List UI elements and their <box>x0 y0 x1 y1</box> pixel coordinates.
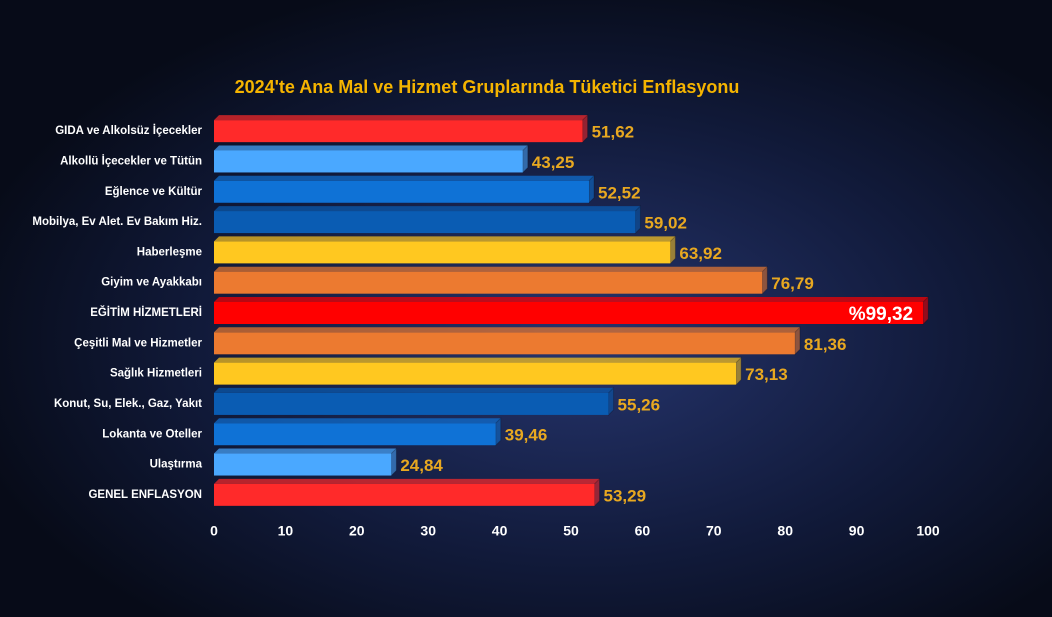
bar-side <box>634 204 641 235</box>
bar-side <box>922 295 929 326</box>
bar-top <box>214 418 501 424</box>
value-label: 81,36 <box>804 335 847 354</box>
y-tick-label: Çeşitli Mal ve Hizmetler <box>74 337 202 349</box>
bar-top <box>214 266 768 272</box>
x-tick-label: 90 <box>849 523 865 539</box>
x-tick-label: 60 <box>635 523 651 539</box>
bar <box>214 332 795 355</box>
y-tick-label: Giyim ve Ayakkabı <box>101 277 202 289</box>
bar-side <box>495 417 502 447</box>
bar <box>214 453 392 476</box>
x-tick-label: 20 <box>349 523 365 539</box>
value-label: 24,84 <box>400 456 443 475</box>
bar <box>214 120 583 143</box>
bar-side <box>582 113 589 144</box>
value-label: 59,02 <box>644 214 687 233</box>
bar <box>214 362 737 385</box>
bar-side <box>794 326 801 356</box>
bar-side <box>735 356 742 386</box>
value-label: 39,46 <box>505 426 548 445</box>
bar-side <box>390 447 397 477</box>
bar <box>214 180 589 203</box>
bar-top <box>214 206 641 212</box>
bar <box>214 483 595 506</box>
value-label: %99,32 <box>849 304 913 325</box>
value-label: 76,79 <box>771 274 814 293</box>
y-tick-label: Haberleşme <box>137 246 202 258</box>
bar-top <box>214 478 600 484</box>
bar-side <box>669 235 676 265</box>
y-tick-label: Konut, Su, Elek., Gaz, Yakıt <box>54 398 202 410</box>
bar-top <box>214 175 594 181</box>
bar <box>214 271 763 294</box>
bar-side <box>522 144 529 174</box>
bar-side <box>608 386 615 417</box>
y-tick-label: Sağlık Hizmetleri <box>110 368 202 380</box>
value-label: 63,92 <box>679 244 722 263</box>
bar <box>214 241 671 264</box>
bar-top <box>214 236 676 242</box>
bar-side <box>593 477 600 508</box>
x-tick-label: 50 <box>563 523 579 539</box>
x-tick-label: 100 <box>916 523 940 539</box>
bar-top <box>214 387 614 393</box>
value-label: 53,29 <box>603 486 646 505</box>
y-tick-label: GIDA ve Alkolsüz İçecekler <box>55 124 202 137</box>
y-tick-label: Mobilya, Ev Alet. Ev Bakım Hiz. <box>32 216 202 228</box>
bar-top <box>214 297 929 302</box>
bar <box>214 392 609 415</box>
bar <box>214 150 523 173</box>
value-label: 51,62 <box>592 123 635 142</box>
x-tick-label: 0 <box>210 523 218 539</box>
bar <box>214 211 636 234</box>
y-tick-label: GENEL ENFLASYON <box>88 489 202 501</box>
x-tick-label: 80 <box>777 523 793 539</box>
y-tick-label: Alkollü İçecekler ve Tütün <box>60 154 202 167</box>
bar-top <box>214 115 588 121</box>
bar <box>214 302 924 324</box>
y-tick-label: Lokanta ve Oteller <box>102 428 202 440</box>
y-tick-label: Eğlence ve Kültür <box>105 186 203 198</box>
bar-top <box>214 145 528 151</box>
value-label: 73,13 <box>745 365 788 384</box>
value-label: 55,26 <box>618 395 661 414</box>
x-tick-label: 10 <box>278 523 294 539</box>
bar-side <box>588 174 595 204</box>
y-tick-label: Ulaştırma <box>150 459 203 471</box>
bar-side <box>761 265 768 295</box>
bar <box>214 423 496 446</box>
x-tick-label: 40 <box>492 523 508 539</box>
chart-title: 2024'te Ana Mal ve Hizmet Gruplarında Tü… <box>235 77 740 97</box>
value-label: 43,25 <box>532 153 575 172</box>
x-tick-label: 70 <box>706 523 722 539</box>
x-tick-label: 30 <box>420 523 436 539</box>
bar-top <box>214 357 742 363</box>
bar-top <box>214 448 397 454</box>
y-tick-label: EĞİTİM HİZMETLERİ <box>90 306 202 319</box>
value-label: 52,52 <box>598 183 641 202</box>
bar-top <box>214 327 800 333</box>
